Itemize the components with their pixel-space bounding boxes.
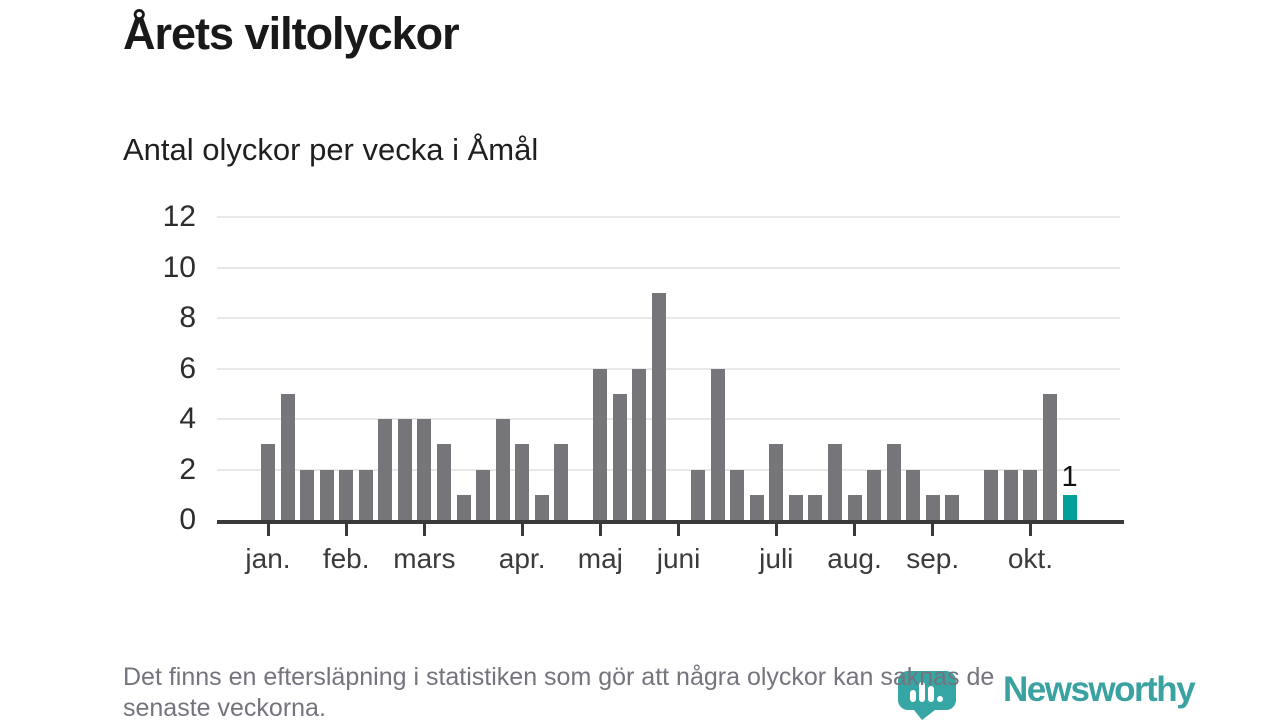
bar [906,469,921,520]
bar-highlighted [1062,494,1077,520]
y-axis-tick-label: 4 [179,402,196,435]
newsworthy-wordmark: Newsworthy [1003,670,1196,709]
x-axis-month-label: apr. [498,543,546,574]
bar [495,419,510,520]
x-axis-month-label: mars [393,543,456,574]
y-axis-tick-label: 12 [162,200,196,233]
bar [886,444,901,520]
footnote: Det finns en eftersläpning i statistiken… [123,662,994,724]
bar [534,494,549,520]
bar [925,494,940,520]
y-axis-tick-label: 0 [179,503,196,536]
bar [769,444,784,520]
x-axis-tick [677,523,681,536]
x-axis-tick [931,523,935,536]
gridline [217,216,1120,218]
x-axis-month-label: feb. [322,543,370,574]
bar [378,419,393,520]
bar [417,419,432,520]
bar [847,494,862,520]
gridline [217,317,1120,319]
bar [436,444,451,520]
bar [808,494,823,520]
bar [339,469,354,520]
y-axis-tick-label: 8 [179,301,196,334]
x-axis-month-label: aug. [827,543,882,574]
chart-subtitle: Antal olyckor per vecka i Åmål [123,132,539,167]
x-axis-tick [344,523,348,536]
highlight-value-label: 1 [1061,460,1078,493]
x-axis-month-label: jan. [245,543,291,574]
bar [749,494,764,520]
y-axis-tick-label: 2 [179,452,196,486]
bar [652,292,666,520]
footnote-line-2: senaste veckorna. [123,694,326,722]
bar [1043,393,1057,520]
bar [984,469,999,520]
x-axis-tick [1028,523,1032,536]
page-title: Årets viltolyckor [123,8,460,59]
gridline [217,266,1120,269]
x-axis-month-label: juni [656,543,701,574]
bar [788,494,803,520]
x-axis-month-label: okt. [1007,543,1053,574]
gridline [217,468,1120,471]
bar [515,444,530,520]
x-axis-month-label: sep. [906,543,960,574]
bar [593,368,608,520]
bar [476,469,491,520]
bar [945,494,960,520]
footnote-line-1: Det finns en eftersläpning i statistiken… [123,663,995,691]
bar [612,393,627,520]
bar [1003,469,1018,520]
y-axis-tick-label: 6 [179,351,196,385]
bar [730,469,745,520]
bar [300,469,315,520]
bar [710,368,725,520]
bar [319,469,334,520]
bar-chart-pin-icon [898,671,956,720]
bar [261,444,275,520]
bar [280,393,295,520]
x-axis-tick [598,523,602,536]
x-axis-month-label: juli [759,543,794,574]
y-axis-tick-label: 10 [162,250,196,284]
x-axis-tick [774,523,778,536]
x-axis-tick [520,523,524,536]
x-axis-tick [422,523,426,536]
gridline [217,418,1120,420]
bar [632,368,647,520]
x-axis-tick [266,523,270,536]
newsworthy-logo: Newsworthy [898,670,1196,720]
bar [827,444,842,520]
bar [397,419,412,520]
x-axis-line [217,520,1124,524]
bar [1023,469,1038,520]
x-axis-tick [853,523,856,536]
x-axis-month-label: maj [577,543,623,574]
bar [691,469,706,520]
bar [358,469,373,520]
gridline [217,367,1120,370]
bar [867,469,882,520]
bar [456,494,471,520]
bar [554,444,569,520]
